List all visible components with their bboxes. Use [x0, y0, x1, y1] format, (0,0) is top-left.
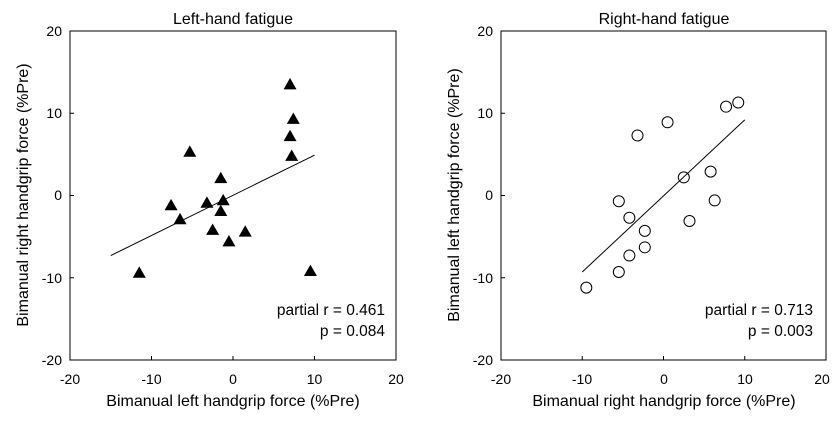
left-ytick: 0	[54, 187, 62, 203]
left-data-point-triangle	[214, 204, 228, 217]
left-data-point-triangle	[164, 198, 178, 211]
right-p-value-annotation: p = 0.003	[748, 323, 813, 340]
right-data-point-circle	[720, 100, 733, 113]
right-panel: Right-hand fatigue -20 -10 0 10 20 20 10…	[446, 11, 830, 410]
left-partial-r-annotation: partial r = 0.461	[277, 302, 385, 319]
right-y-axis-label: Bimanual left handgrip force (%Pre)	[446, 68, 463, 321]
left-data-point-triangle	[286, 112, 300, 124]
right-ytick: 20	[477, 23, 493, 39]
left-xtick: -10	[141, 371, 161, 387]
right-data-point-circle	[638, 241, 651, 254]
right-xtick: 0	[660, 371, 668, 387]
right-ytick: -20	[473, 352, 493, 368]
left-data-point-triangle	[200, 196, 214, 208]
left-data-point-triangle	[216, 193, 230, 206]
left-xtick: 0	[229, 371, 237, 387]
right-data-point-circle	[708, 194, 721, 207]
left-data-point-triangle	[132, 266, 146, 278]
left-chart-title: Left-hand fatigue	[173, 11, 293, 28]
right-xtick: 10	[737, 371, 753, 387]
left-ytick: -20	[42, 352, 62, 368]
right-data-point-circle	[677, 171, 690, 184]
left-p-value-annotation: p = 0.084	[320, 323, 385, 340]
left-x-axis-label: Bimanual left handgrip force (%Pre)	[106, 393, 359, 410]
right-data-point-circle	[623, 249, 636, 262]
left-data-point-triangle	[283, 129, 297, 142]
left-data-point-triangle	[214, 171, 228, 184]
left-xtick: 20	[388, 371, 404, 387]
left-panel: Left-hand fatigue -20 -10 0 10 20 20 10 …	[15, 11, 404, 410]
right-ticks: -20 -10 0 10 20 20 10 0 -10 -20	[473, 23, 830, 387]
right-xtick: 20	[814, 371, 830, 387]
left-xtick: -20	[60, 371, 80, 387]
right-data-point-circle	[732, 96, 745, 109]
right-ytick: 0	[485, 187, 493, 203]
left-y-axis-label: Bimanual right handgrip force (%Pre)	[15, 63, 32, 326]
left-data-point-triangle	[173, 212, 187, 225]
right-x-axis-label: Bimanual right handgrip force (%Pre)	[532, 393, 795, 410]
right-marks	[500, 30, 827, 361]
right-data-point-circle	[683, 214, 696, 227]
left-data-point-triangle	[303, 264, 317, 277]
right-regression-line	[581, 119, 746, 273]
left-data-point-triangle	[183, 145, 197, 157]
right-data-point-circle	[661, 116, 674, 129]
right-chart-title: Right-hand fatigue	[599, 11, 730, 28]
right-partial-r-annotation: partial r = 0.713	[705, 302, 813, 319]
left-ytick: 20	[46, 23, 62, 39]
right-data-point-circle	[704, 165, 717, 178]
left-data-point-triangle	[283, 77, 297, 90]
left-data-point-triangle	[238, 225, 252, 237]
left-regression-line	[110, 154, 315, 256]
left-ticks: -20 -10 0 10 20 20 10 0 -10 -20	[42, 23, 404, 387]
left-data-point-triangle	[285, 149, 299, 161]
right-data-point-circle	[638, 224, 651, 237]
right-xtick: -10	[572, 371, 592, 387]
right-ytick: 10	[477, 105, 493, 121]
right-data-point-circle	[612, 195, 625, 208]
right-data-point-circle	[580, 281, 593, 294]
right-data-point-circle	[623, 211, 636, 224]
right-xtick: -20	[491, 371, 511, 387]
right-ytick: -10	[473, 270, 493, 286]
right-data-point-circle	[631, 129, 644, 142]
right-data-point-circle	[612, 265, 625, 278]
left-marks	[69, 30, 397, 361]
left-xtick: 10	[307, 371, 323, 387]
left-data-point-triangle	[206, 223, 220, 235]
left-ytick: 10	[46, 105, 62, 121]
left-ytick: -10	[42, 270, 62, 286]
left-data-point-triangle	[222, 235, 236, 247]
